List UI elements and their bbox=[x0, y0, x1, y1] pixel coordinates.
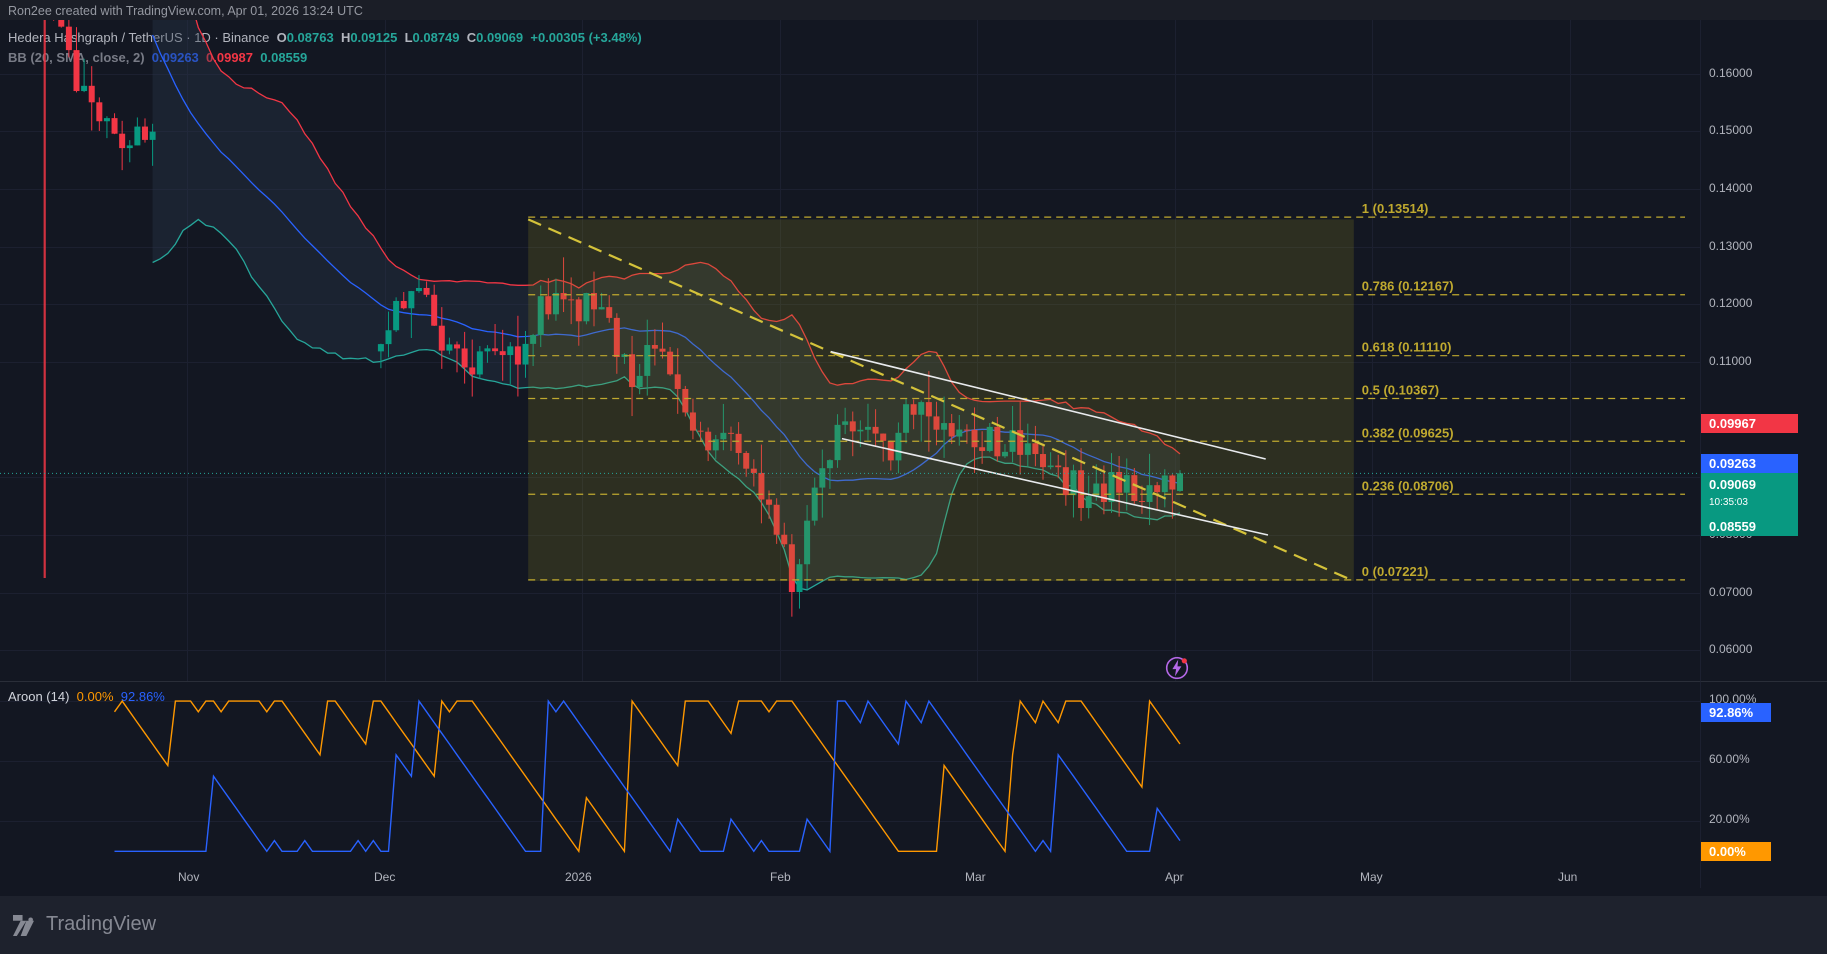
svg-text:0.236 (0.08706): 0.236 (0.08706) bbox=[1362, 478, 1454, 493]
svg-text:1 (0.13514): 1 (0.13514) bbox=[1362, 201, 1429, 216]
svg-text:0.382 (0.09625): 0.382 (0.09625) bbox=[1362, 425, 1454, 440]
svg-text:0.5 (0.10367): 0.5 (0.10367) bbox=[1362, 383, 1439, 398]
svg-text:0.786 (0.12167): 0.786 (0.12167) bbox=[1362, 279, 1454, 294]
svg-text:0.618 (0.11110): 0.618 (0.11110) bbox=[1362, 340, 1452, 355]
svg-text:0 (0.07221): 0 (0.07221) bbox=[1362, 564, 1429, 579]
